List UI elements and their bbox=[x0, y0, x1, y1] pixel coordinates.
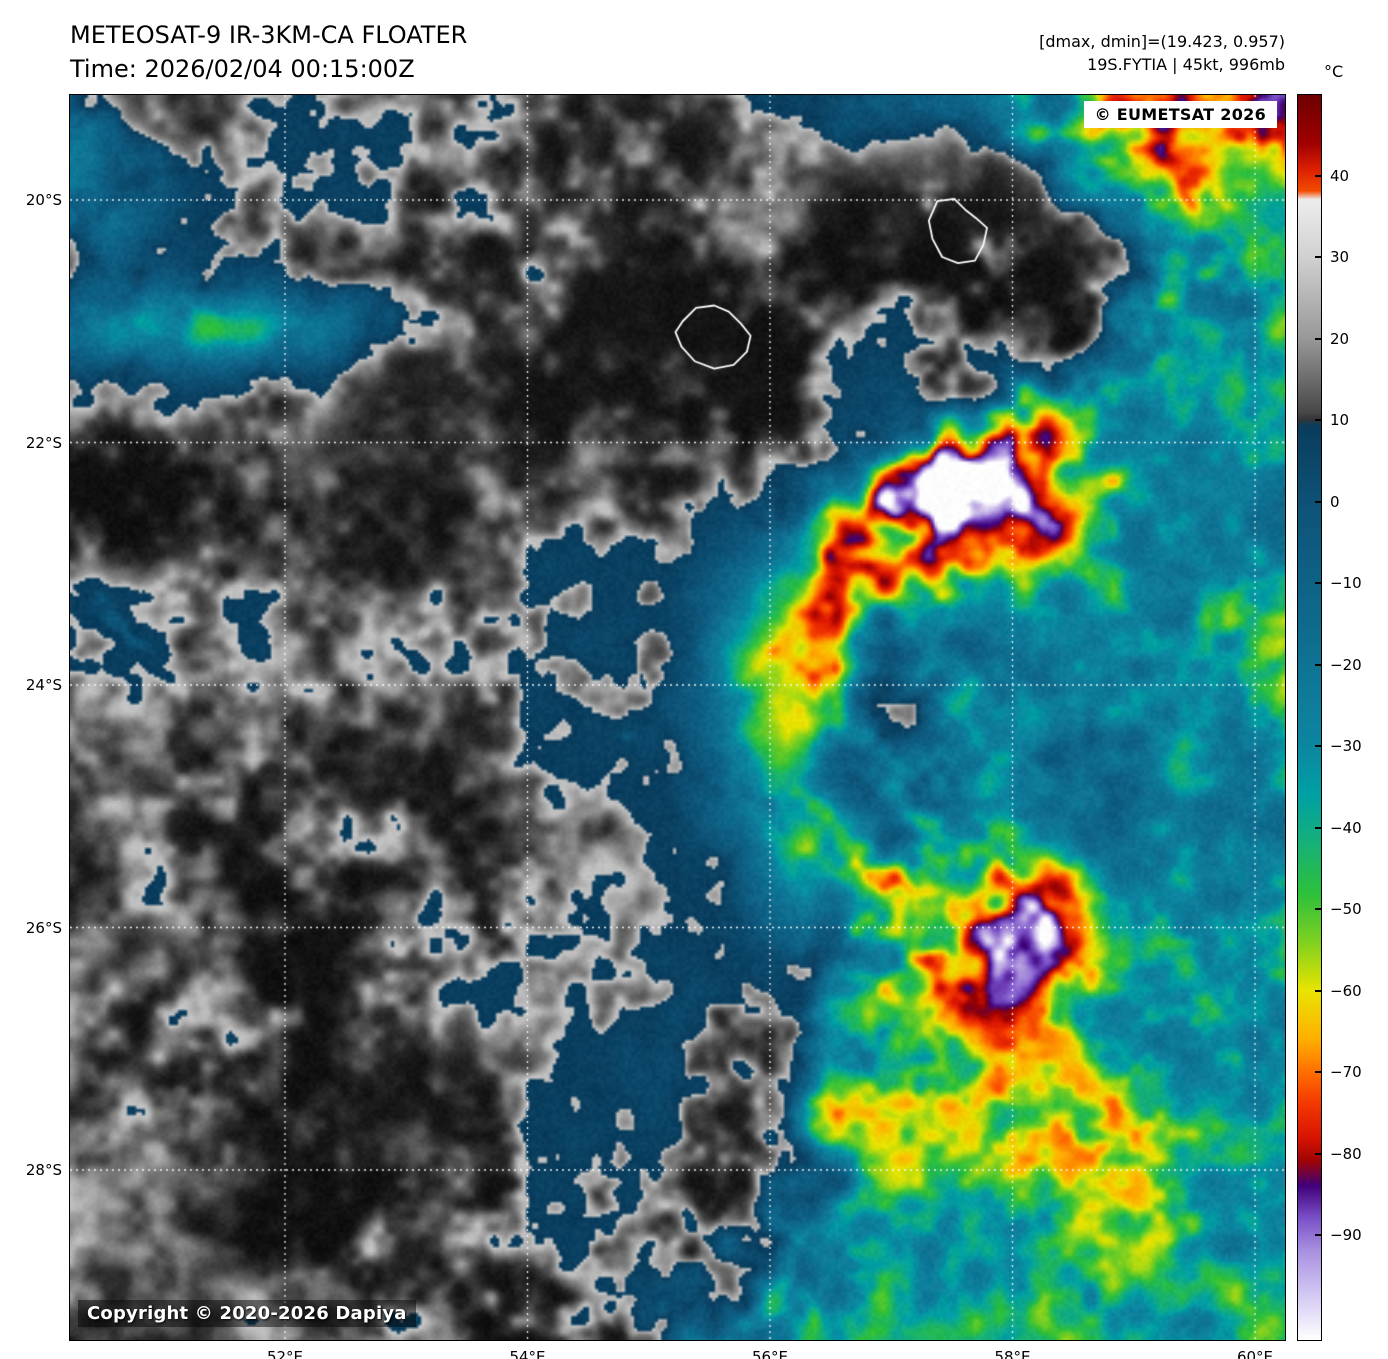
lat-tick-label: 24°S bbox=[25, 676, 62, 694]
colorbar-tick-label: 10 bbox=[1330, 411, 1350, 429]
colorbar-tick-label: 20 bbox=[1330, 329, 1350, 348]
colorbar-tick-label: −40 bbox=[1330, 818, 1362, 837]
colorbar-tickmark bbox=[1315, 826, 1321, 829]
product-title: METEOSAT-9 IR-3KM-CA FLOATER bbox=[70, 21, 468, 49]
lon-tick-label: 56°E bbox=[751, 1348, 789, 1359]
colorbar-tick-label: −30 bbox=[1330, 737, 1362, 756]
lon-tick-label: 52°E bbox=[266, 1348, 304, 1359]
colorbar-tick-label: −20 bbox=[1330, 655, 1362, 674]
colorbar-tickmark bbox=[1315, 174, 1321, 177]
lon-tick-label: 60°E bbox=[1236, 1348, 1274, 1359]
colorbar-tick-label: −80 bbox=[1330, 1144, 1362, 1163]
colorbar-tick-label: −70 bbox=[1330, 1063, 1362, 1082]
colorbar-tick-label: 0 bbox=[1330, 492, 1340, 511]
title-block: METEOSAT-9 IR-3KM-CA FLOATER Time: 2026/… bbox=[70, 18, 467, 86]
colorbar bbox=[1297, 94, 1322, 1341]
colorbar-tickmark bbox=[1315, 745, 1321, 748]
colorbar-tickmark bbox=[1315, 1152, 1321, 1155]
colorbar-tick-label: −50 bbox=[1330, 900, 1362, 919]
lon-tick-label: 58°E bbox=[994, 1348, 1031, 1359]
colorbar-tickmark bbox=[1315, 337, 1321, 340]
colorbar-tick-label: −10 bbox=[1330, 574, 1362, 593]
colorbar-tickmark bbox=[1315, 256, 1321, 258]
lat-tick-label: 28°S bbox=[25, 1161, 62, 1179]
colorbar-tickmark bbox=[1315, 419, 1321, 421]
colorbar-tickmark bbox=[1315, 908, 1321, 911]
colorbar-unit-label: °C bbox=[1324, 62, 1344, 81]
lat-tick-label: 20°S bbox=[25, 191, 62, 209]
satellite-map: © EUMETSAT 2026 Copyright © 2020-2026 Da… bbox=[69, 94, 1286, 1341]
colorbar-tick-label: 30 bbox=[1330, 248, 1350, 266]
eumetsat-watermark: © EUMETSAT 2026 bbox=[1083, 101, 1277, 128]
colorbar-tickmark bbox=[1315, 663, 1321, 666]
colorbar-tick-label: −90 bbox=[1330, 1226, 1362, 1245]
storm-info: 19S.FYTIA | 45kt, 996mb bbox=[1087, 55, 1285, 74]
colorbar-tickmark bbox=[1315, 989, 1321, 992]
info-block: [dmax, dmin]=(19.423, 0.957) 19S.FYTIA |… bbox=[1039, 30, 1285, 76]
colorbar-tickmark bbox=[1315, 500, 1321, 503]
copyright-label: Copyright © 2020-2026 Dapiya bbox=[78, 1300, 416, 1327]
lat-tick-label: 26°S bbox=[25, 918, 62, 937]
colorbar-tickmark bbox=[1315, 1071, 1321, 1074]
satellite-imagery-canvas bbox=[70, 95, 1285, 1340]
product-time: Time: 2026/02/04 00:15:00Z bbox=[70, 55, 415, 83]
colorbar-tick-label: 40 bbox=[1330, 166, 1350, 185]
colorbar-tickmark bbox=[1315, 582, 1321, 585]
colorbar-tick-label: −60 bbox=[1330, 981, 1362, 1000]
lon-tick-label: 54°E bbox=[509, 1348, 546, 1359]
lat-tick-label: 22°S bbox=[25, 433, 62, 452]
colorbar-tickmark bbox=[1315, 1234, 1321, 1237]
dmax-dmin-readout: [dmax, dmin]=(19.423, 0.957) bbox=[1039, 32, 1285, 51]
